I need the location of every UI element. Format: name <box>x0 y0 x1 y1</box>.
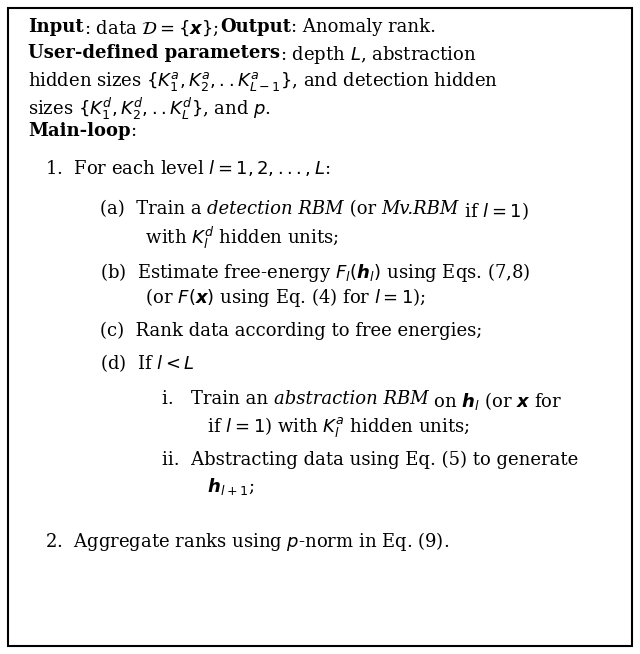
Text: detection RBM: detection RBM <box>207 200 344 218</box>
Text: ii.  Abstracting data using Eq. (5) to generate: ii. Abstracting data using Eq. (5) to ge… <box>162 451 579 470</box>
Text: :: : <box>131 122 137 140</box>
Text: i.   Train an: i. Train an <box>162 390 274 408</box>
Text: (or $F(\boldsymbol{x})$ using Eq. (4) for $l = 1$);: (or $F(\boldsymbol{x})$ using Eq. (4) fo… <box>100 286 426 309</box>
Text: Output: Output <box>220 18 291 36</box>
Text: sizes $\{K_1^d, K_2^d,..K_L^d\}$, and $p$.: sizes $\{K_1^d, K_2^d,..K_L^d\}$, and $p… <box>28 96 271 122</box>
Text: 1.  For each level $l = 1, 2, ..., L$:: 1. For each level $l = 1, 2, ..., L$: <box>45 158 330 178</box>
Text: (b)  Estimate free-energy $F_l(\boldsymbol{h}_l)$ using Eqs. (7,8): (b) Estimate free-energy $F_l(\boldsymbo… <box>100 261 531 284</box>
Text: Main-loop: Main-loop <box>28 122 131 140</box>
Text: on $\boldsymbol{h}_l$ (or $\boldsymbol{x}$ for: on $\boldsymbol{h}_l$ (or $\boldsymbol{x… <box>429 390 563 412</box>
Text: : Anomaly rank.: : Anomaly rank. <box>291 18 436 36</box>
Text: abstraction RBM: abstraction RBM <box>274 390 429 408</box>
Text: Input: Input <box>28 18 84 36</box>
Text: (or: (or <box>344 200 381 218</box>
Text: 2.  Aggregate ranks using $p$-norm in Eq. (9).: 2. Aggregate ranks using $p$-norm in Eq.… <box>45 530 449 553</box>
Text: (c)  Rank data according to free energies;: (c) Rank data according to free energies… <box>100 322 483 340</box>
Text: : depth $L$, abstraction: : depth $L$, abstraction <box>280 44 477 66</box>
Text: if $l = 1$) with $K_l^a$ hidden units;: if $l = 1$) with $K_l^a$ hidden units; <box>162 415 470 439</box>
Text: if $l = 1$): if $l = 1$) <box>459 200 529 222</box>
Text: Mv.RBM: Mv.RBM <box>381 200 459 218</box>
Text: $\boldsymbol{h}_{l+1}$;: $\boldsymbol{h}_{l+1}$; <box>162 476 255 497</box>
Text: (a)  Train a: (a) Train a <box>100 200 207 218</box>
Text: : data $\mathcal{D} = \{\boldsymbol{x}\}$;: : data $\mathcal{D} = \{\boldsymbol{x}\}… <box>84 18 220 37</box>
Text: with $K_l^d$ hidden units;: with $K_l^d$ hidden units; <box>100 225 339 251</box>
Text: (d)  If $l < L$: (d) If $l < L$ <box>100 352 195 374</box>
Text: User-defined parameters: User-defined parameters <box>28 44 280 62</box>
Text: hidden sizes $\{K_1^a, K_2^a,..K_{L-1}^a\}$, and detection hidden: hidden sizes $\{K_1^a, K_2^a,..K_{L-1}^a… <box>28 70 498 93</box>
